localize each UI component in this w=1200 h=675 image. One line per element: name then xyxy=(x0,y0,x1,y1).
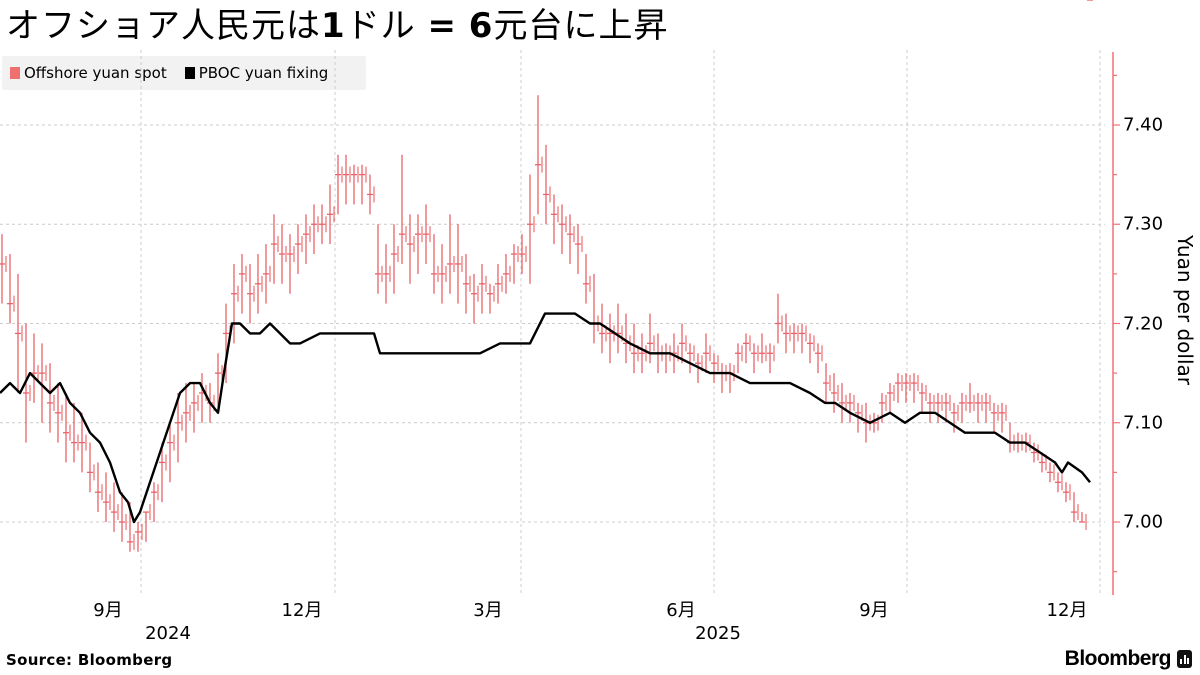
y-tick-label: 7.20 xyxy=(1123,313,1164,334)
fixing-series-line xyxy=(0,312,1091,524)
y-tick-label: 7.40 xyxy=(1123,114,1164,136)
y-tick-label: 7.10 xyxy=(1123,412,1164,434)
legend-swatch-icon xyxy=(10,67,20,79)
legend-swatch-icon xyxy=(184,67,195,79)
x-tick-label: 9月 xyxy=(859,600,889,621)
gridlines xyxy=(0,50,1105,595)
x-year-label: 2024 xyxy=(145,623,191,644)
brand-name: Bloomberg xyxy=(1064,647,1172,670)
x-tick-label: 12月 xyxy=(1046,600,1088,621)
legend-item-spot[interactable]: Offshore yuan spot xyxy=(10,64,167,82)
title-part: = xyxy=(427,6,457,46)
title-part: 元台に上昇 xyxy=(493,6,669,46)
title-part: 1 xyxy=(321,6,346,46)
x-tick-label: 12月 xyxy=(281,600,323,621)
y-tick-label: 7.30 xyxy=(1123,213,1164,235)
spot-series xyxy=(0,0,1093,552)
brand-logo: Bloomberg xyxy=(1065,647,1192,671)
chart-legend: Offshore yuan spot PBOC yuan fixing xyxy=(2,56,366,90)
chart-title: オフショア人民元は1ドル = 6元台に上昇 xyxy=(6,4,668,48)
legend-item-fixing[interactable]: PBOC yuan fixing xyxy=(184,64,329,82)
x-tick-label: 9月 xyxy=(93,600,123,621)
source-note: Source: Bloomberg xyxy=(6,651,173,669)
bloomberg-chart-icon xyxy=(1177,650,1192,668)
title-part: ドル xyxy=(345,6,416,46)
title-part: 6 xyxy=(468,6,494,46)
x-tick-label: 6月 xyxy=(666,600,696,621)
legend-label: PBOC yuan fixing xyxy=(198,64,329,82)
title-part: オフショア人民元は xyxy=(6,6,321,46)
x-year-label: 2025 xyxy=(695,623,741,644)
legend-label: Offshore yuan spot xyxy=(24,64,167,82)
x-tick-label: 3月 xyxy=(473,600,503,621)
y-axis-title: Yuan per dollar xyxy=(1173,235,1197,385)
y-axis xyxy=(1112,52,1120,595)
y-tick-label: 7.00 xyxy=(1123,511,1164,533)
